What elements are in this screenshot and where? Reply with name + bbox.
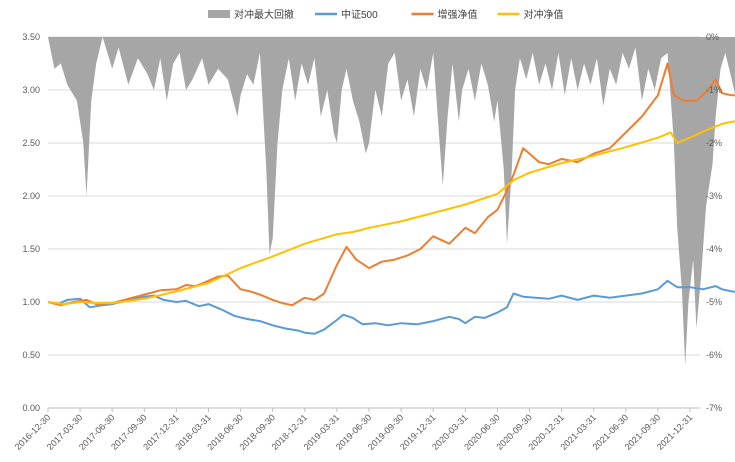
series-line-对冲净值 xyxy=(47,120,735,306)
series-lines-layer xyxy=(47,62,735,335)
y-right-tick-label: -7% xyxy=(706,403,722,413)
y-axis-right: 0% -1% -2% -3% -4% -5% -6% -7% xyxy=(706,32,722,413)
y-right-tick-label: -1% xyxy=(706,85,722,95)
series-area-对冲最大回撤 xyxy=(48,37,735,366)
y-left-tick-label: 3.00 xyxy=(22,85,40,95)
x-axis: 2016-12-302017-03-302017-06-302017-09-30… xyxy=(13,408,694,452)
y-axis-left: 0.00 0.50 1.00 1.50 2.00 2.50 3.00 3.50 xyxy=(22,32,40,413)
y-right-tick-label: -2% xyxy=(706,138,722,148)
legend-label: 对冲最大回撤 xyxy=(234,8,294,21)
y-left-tick-label: 0.00 xyxy=(22,403,40,413)
y-left-tick-label: 2.50 xyxy=(22,138,40,148)
y-right-tick-label: -4% xyxy=(706,244,722,254)
legend-swatch xyxy=(208,10,230,18)
legend-label: 对冲净值 xyxy=(524,8,564,21)
y-left-tick-label: 1.50 xyxy=(22,244,40,254)
legend: 对冲最大回撤 中证500 增强净值 对冲净值 xyxy=(208,8,564,21)
series-line-中证500 xyxy=(47,279,735,335)
legend-label: 中证500 xyxy=(341,8,378,21)
series-line-增强净值 xyxy=(47,62,735,307)
y-right-tick-label: -6% xyxy=(706,350,722,360)
y-left-tick-label: 2.00 xyxy=(22,191,40,201)
y-left-tick-label: 1.00 xyxy=(22,297,40,307)
y-right-tick-label: -5% xyxy=(706,297,722,307)
y-left-tick-label: 3.50 xyxy=(22,32,40,42)
drawdown-area-layer xyxy=(48,37,735,366)
legend-label: 增强净值 xyxy=(438,8,478,21)
y-left-tick-label: 0.50 xyxy=(22,350,40,360)
y-right-tick-label: 0% xyxy=(706,32,719,42)
y-right-tick-label: -3% xyxy=(706,191,722,201)
